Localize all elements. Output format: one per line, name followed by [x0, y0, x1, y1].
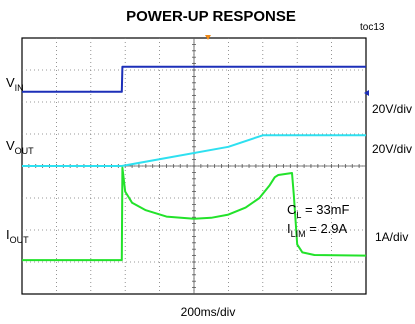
series-line-vin: [22, 65, 366, 93]
channel-scale-vin: 20V/div: [372, 102, 412, 116]
trigger-marker: [205, 35, 211, 40]
channel-marker-icon: [364, 90, 369, 96]
channel-label-vout: VOUT: [6, 138, 34, 156]
annotation-ilim: ILIM = 2.9A: [287, 221, 348, 239]
channel-label-vin: VIN: [6, 75, 24, 93]
channel-label-iout: IOUT: [6, 227, 29, 245]
chart-title: POWER-UP RESPONSE: [126, 8, 296, 25]
x-axis-label: 200ms/div: [181, 305, 236, 319]
channel-scale-iout: 1A/div: [375, 230, 408, 244]
series-line-iout: [22, 166, 367, 262]
channel-scale-vout: 20V/div: [372, 142, 412, 156]
figure-tag: toc13: [360, 22, 385, 33]
plot-traces: [22, 65, 367, 262]
series-line-vout: [22, 134, 366, 167]
annotation-cl: CL = 33mF: [287, 202, 350, 220]
